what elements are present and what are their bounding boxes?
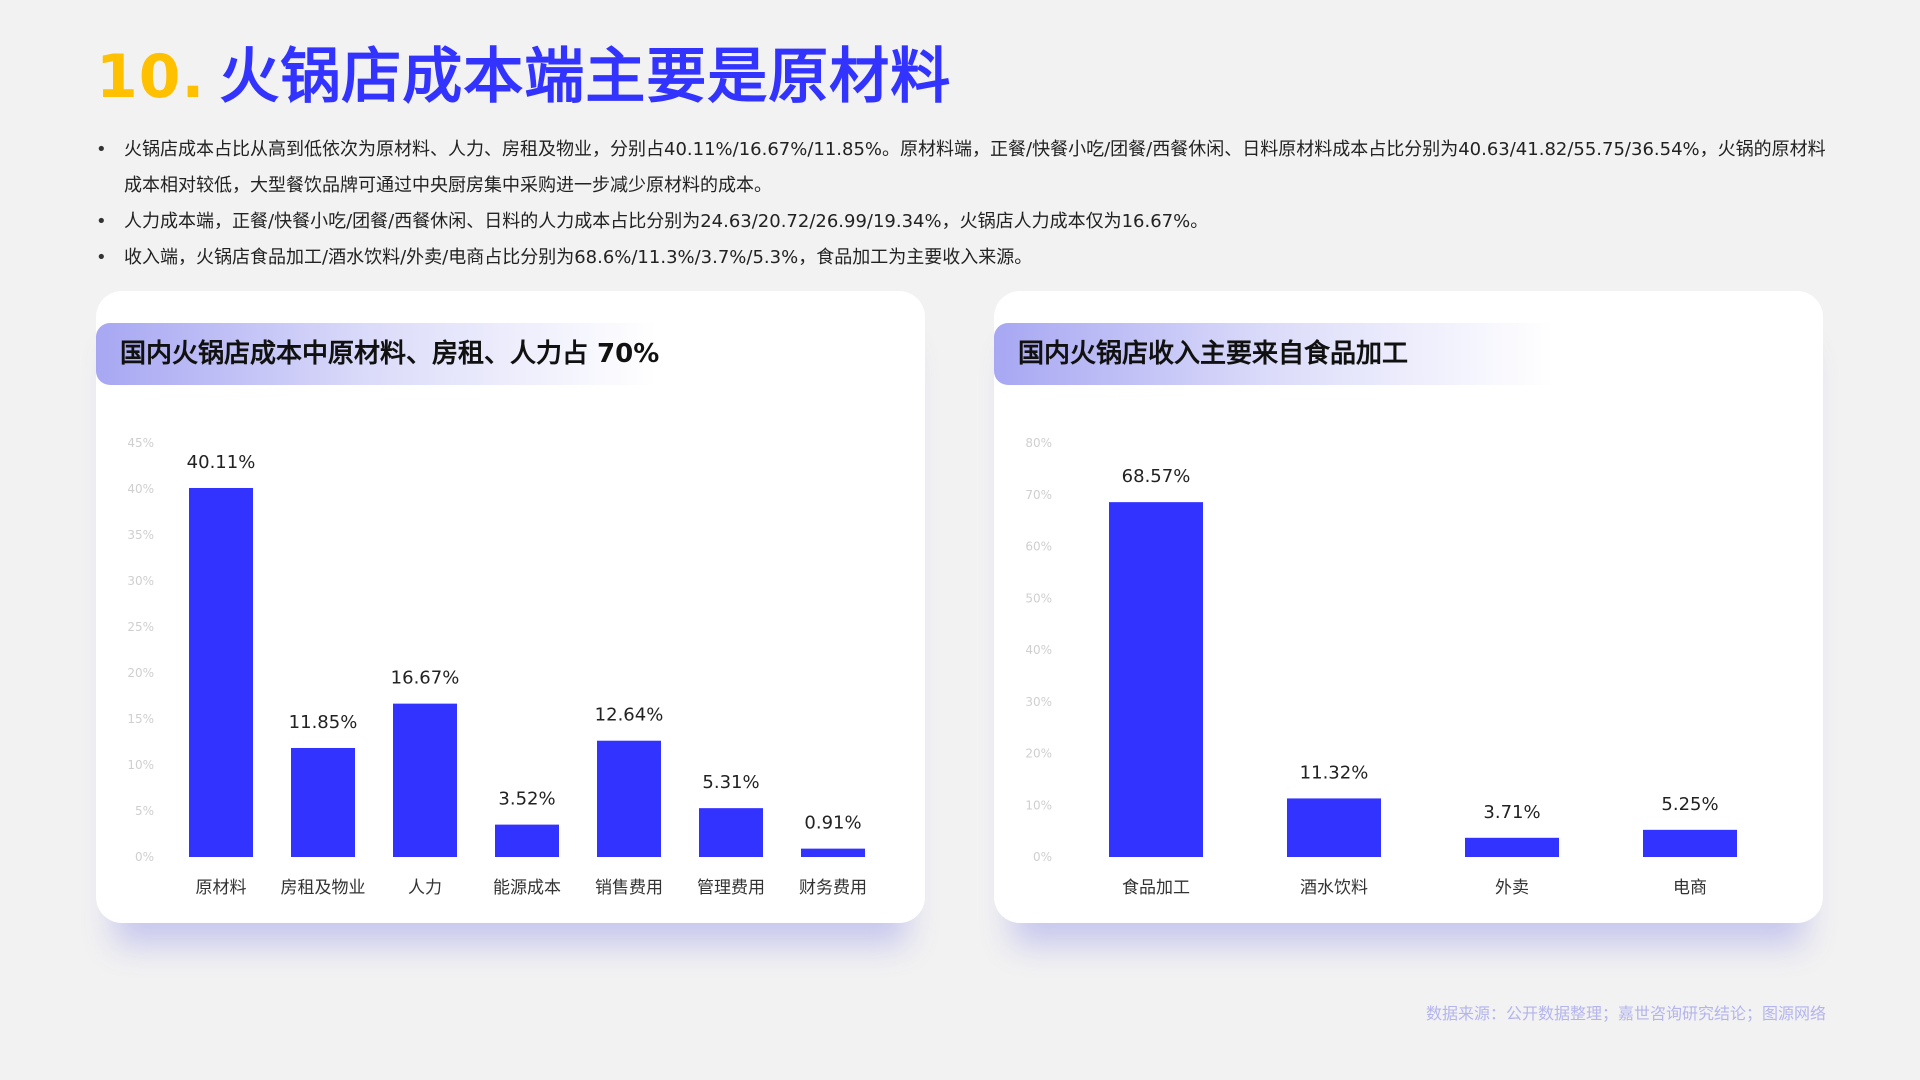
page-title-text: 火锅店成本端主要是原材料 xyxy=(219,42,952,112)
category-label: 外卖 xyxy=(1495,878,1529,898)
y-tick-label: 20% xyxy=(1025,747,1052,761)
page-title: 10. 火锅店成本端主要是原材料 xyxy=(96,28,951,115)
y-tick-label: 50% xyxy=(1025,591,1052,605)
cost-bar-chart: 0% 5% 10% 15% 20% 25% 30% 35% 40% 45% 40.11% 原材料 11.… xyxy=(127,436,867,898)
revenue-chart-card: 国内火锅店收入主要来自食品加工 0% 10% 20% 30% 40% 50% 60% 70% 8… xyxy=(994,291,1823,923)
data-label: 68.57% xyxy=(1122,466,1191,487)
cost-chart-header: 国内火锅店成本中原材料、房租、人力占 70% xyxy=(96,323,660,385)
bar xyxy=(1287,798,1381,857)
y-tick-label: 35% xyxy=(127,528,154,542)
category-label: 人力 xyxy=(408,878,442,898)
y-tick-label: 20% xyxy=(127,666,154,680)
data-label: 12.64% xyxy=(595,705,664,726)
data-label: 3.71% xyxy=(1483,802,1540,823)
bar xyxy=(597,740,661,857)
y-tick-label: 30% xyxy=(127,574,154,588)
y-tick-label: 40% xyxy=(1025,643,1052,657)
page-title-number: 10. xyxy=(96,42,206,112)
y-tick-label: 30% xyxy=(1025,695,1052,709)
data-label: 0.91% xyxy=(804,813,861,834)
bar xyxy=(801,848,865,857)
revenue-bar-chart: 0% 10% 20% 30% 40% 50% 60% 70% 80% 68.57% 食品加工 11.3… xyxy=(1025,436,1737,898)
data-label: 11.32% xyxy=(1300,762,1369,783)
cost-chart-title: 国内火锅店成本中原材料、房租、人力占 70% xyxy=(120,339,660,369)
category-label: 销售费用 xyxy=(595,878,663,898)
data-source-note: 数据来源：公开数据整理；嘉世咨询研究结论；图源网络 xyxy=(1425,1004,1826,1023)
bar xyxy=(393,703,457,857)
bar xyxy=(699,808,763,857)
data-label: 40.11% xyxy=(187,452,256,473)
data-label: 11.85% xyxy=(289,712,358,733)
category-label: 酒水饮料 xyxy=(1300,878,1368,898)
category-label: 能源成本 xyxy=(493,878,561,898)
y-tick-label: 40% xyxy=(127,482,154,496)
revenue-chart-title: 国内火锅店收入主要来自食品加工 xyxy=(1018,339,1409,369)
y-tick-label: 45% xyxy=(127,436,154,450)
y-tick-label: 15% xyxy=(127,712,154,726)
y-tick-label: 70% xyxy=(1025,488,1052,502)
y-tick-label: 60% xyxy=(1025,540,1052,554)
category-label: 原材料 xyxy=(196,878,247,898)
bullet-cost-structure: 火锅店成本占比从高到低依次为原材料、人力、房租及物业，分别占40.11%/16.… xyxy=(96,132,1826,204)
category-label: 财务费用 xyxy=(799,878,867,898)
y-tick-label: 0% xyxy=(135,850,154,864)
y-tick-label: 0% xyxy=(1033,850,1052,864)
y-tick-label: 5% xyxy=(135,804,154,818)
bullet-labor-cost: 人力成本端，正餐/快餐小吃/团餐/西餐休闲、日料的人力成本占比分别为24.63/… xyxy=(96,204,1826,240)
data-label: 3.52% xyxy=(498,789,555,810)
y-tick-label: 25% xyxy=(127,620,154,634)
data-label: 5.31% xyxy=(702,772,759,793)
y-tick-label: 80% xyxy=(1025,436,1052,450)
y-tick-label: 10% xyxy=(1025,798,1052,812)
bar xyxy=(291,747,355,857)
cost-chart-card: 国内火锅店成本中原材料、房租、人力占 70% 0% 5% 10% 15% 20% 25% 3… xyxy=(96,291,925,923)
data-label: 16.67% xyxy=(391,668,460,689)
data-label: 5.25% xyxy=(1661,794,1718,815)
bar xyxy=(189,487,253,857)
bar xyxy=(1465,837,1559,857)
y-tick-label: 10% xyxy=(127,758,154,772)
bar xyxy=(1109,502,1203,857)
category-label: 管理费用 xyxy=(697,878,765,898)
revenue-chart-header: 国内火锅店收入主要来自食品加工 xyxy=(994,323,1554,385)
bullet-revenue: 收入端，火锅店食品加工/酒水饮料/外卖/电商占比分别为68.6%/11.3%/3… xyxy=(96,240,1826,276)
category-label: 食品加工 xyxy=(1122,878,1190,898)
bar xyxy=(495,824,559,857)
category-label: 电商 xyxy=(1673,878,1707,898)
category-label: 房租及物业 xyxy=(281,878,366,898)
bar xyxy=(1643,829,1737,857)
summary-bullets: 火锅店成本占比从高到低依次为原材料、人力、房租及物业，分别占40.11%/16.… xyxy=(96,132,1826,276)
